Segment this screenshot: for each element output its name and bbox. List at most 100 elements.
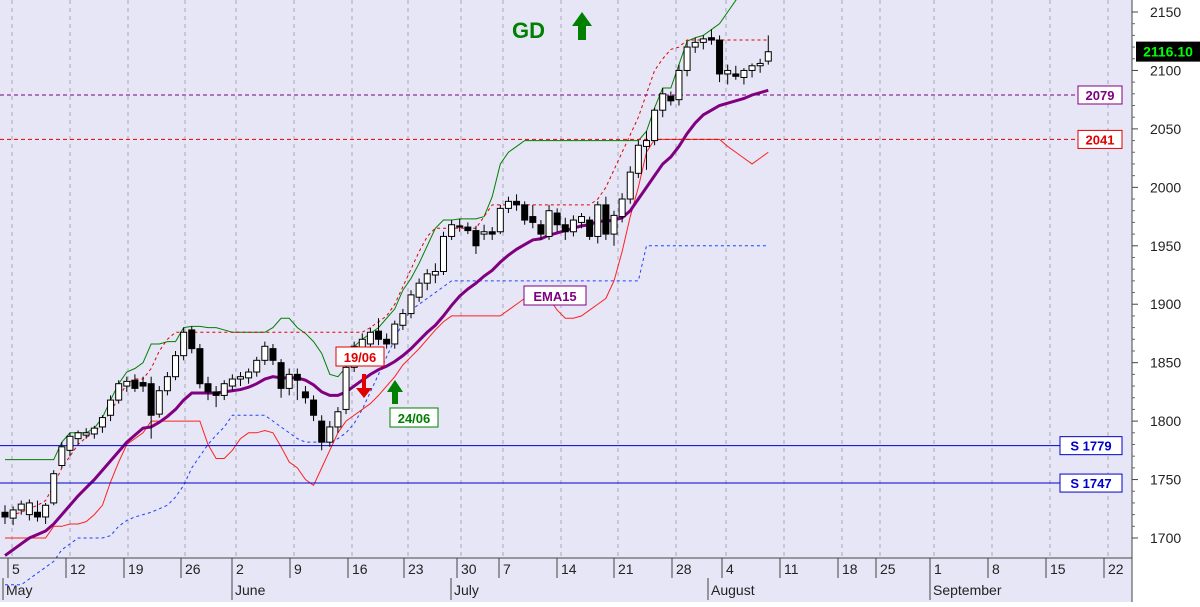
date-axis-background bbox=[0, 558, 1132, 602]
candle-body-up bbox=[58, 446, 66, 467]
candle-body-down bbox=[537, 224, 545, 235]
candle-body-up bbox=[724, 69, 732, 75]
candle-body-up bbox=[651, 109, 659, 142]
candle bbox=[545, 204, 553, 240]
candle bbox=[513, 194, 521, 211]
candle bbox=[163, 372, 171, 396]
day-label: 23 bbox=[408, 561, 424, 577]
candle-body-down bbox=[188, 329, 196, 350]
candle-body-up bbox=[245, 371, 253, 379]
ema-label-box bbox=[523, 285, 587, 306]
candle bbox=[415, 278, 423, 302]
day-label: 12 bbox=[70, 561, 86, 577]
candle-body-down bbox=[301, 391, 309, 399]
candle bbox=[98, 415, 106, 433]
candle-body-down bbox=[529, 216, 537, 223]
candle bbox=[261, 341, 269, 366]
axis-background bbox=[1132, 0, 1200, 602]
price-tick-label: 1700 bbox=[1150, 530, 1181, 546]
candle bbox=[33, 500, 41, 522]
candle-body-up bbox=[163, 376, 171, 392]
candle-body-up bbox=[236, 376, 244, 380]
day-label: 1 bbox=[934, 561, 942, 577]
day-label: 18 bbox=[842, 561, 858, 577]
day-label: 16 bbox=[352, 561, 368, 577]
candle bbox=[74, 430, 82, 445]
candle-body-up bbox=[496, 207, 504, 233]
signal-label: GD bbox=[512, 18, 545, 43]
candle bbox=[375, 318, 383, 346]
candle-body-up bbox=[220, 383, 228, 396]
candle-body-down bbox=[33, 511, 41, 518]
buy-signal-label: 24/06 bbox=[398, 411, 431, 426]
candle bbox=[586, 216, 594, 240]
candle-body-down bbox=[464, 226, 472, 232]
candle-body-down bbox=[375, 330, 383, 340]
month-label: June bbox=[235, 582, 266, 598]
candle bbox=[496, 204, 504, 235]
candle bbox=[25, 499, 33, 521]
candle-body-down bbox=[707, 37, 715, 41]
candle-body-down bbox=[277, 362, 285, 389]
month-label: July bbox=[454, 582, 479, 598]
candle-body-up bbox=[699, 38, 707, 43]
candle-body-up bbox=[74, 432, 82, 440]
candle-body-up bbox=[439, 235, 447, 272]
candle bbox=[724, 64, 732, 85]
day-label: 14 bbox=[561, 561, 577, 577]
candle-body-up bbox=[691, 41, 699, 48]
day-label: 25 bbox=[880, 561, 896, 577]
candle-body-down bbox=[131, 379, 139, 389]
candle bbox=[472, 225, 480, 254]
candle-body-up bbox=[399, 313, 407, 326]
candle-body-up bbox=[683, 46, 691, 71]
candle bbox=[58, 442, 66, 468]
plot-background bbox=[0, 0, 1132, 558]
candle bbox=[569, 215, 577, 237]
candle bbox=[66, 432, 74, 457]
ema-label: EMA15 bbox=[533, 289, 576, 304]
candle bbox=[716, 35, 724, 83]
candle-body-up bbox=[756, 62, 764, 67]
candle bbox=[107, 395, 115, 422]
candle-body-up bbox=[448, 224, 456, 237]
candle bbox=[667, 91, 675, 106]
candle bbox=[188, 326, 196, 354]
candle-body-up bbox=[578, 216, 586, 223]
candle-body-up bbox=[107, 399, 115, 416]
candle bbox=[383, 333, 391, 349]
day-label: 9 bbox=[294, 561, 302, 577]
candle bbox=[139, 376, 147, 392]
candle bbox=[236, 372, 244, 387]
day-label: 19 bbox=[128, 561, 144, 577]
month-label: August bbox=[711, 582, 755, 598]
candle bbox=[180, 327, 188, 361]
candle-body-down bbox=[147, 383, 155, 416]
candle-body-up bbox=[626, 171, 634, 200]
candle-body-up bbox=[740, 69, 748, 78]
candle bbox=[423, 269, 431, 291]
candle-body-up bbox=[748, 65, 756, 71]
candle-body-up bbox=[66, 435, 74, 451]
month-label: May bbox=[6, 582, 32, 598]
candle bbox=[253, 356, 261, 377]
day-label: 21 bbox=[618, 561, 634, 577]
candle bbox=[561, 217, 569, 240]
candle-body-up bbox=[115, 383, 123, 401]
price-tick-label: 2150 bbox=[1150, 4, 1181, 20]
candle-body-up bbox=[285, 373, 293, 389]
candle bbox=[504, 196, 512, 214]
candle bbox=[456, 218, 464, 232]
candle bbox=[131, 374, 139, 392]
candle bbox=[740, 68, 748, 85]
candle bbox=[318, 415, 326, 451]
candle-body-down bbox=[310, 399, 318, 416]
candle bbox=[618, 193, 626, 223]
candle-body-down bbox=[716, 39, 724, 75]
candle bbox=[578, 213, 586, 229]
candle-body-down bbox=[204, 383, 212, 393]
candle-body-up bbox=[545, 210, 553, 237]
candle bbox=[407, 290, 415, 319]
day-label: 2 bbox=[236, 561, 244, 577]
